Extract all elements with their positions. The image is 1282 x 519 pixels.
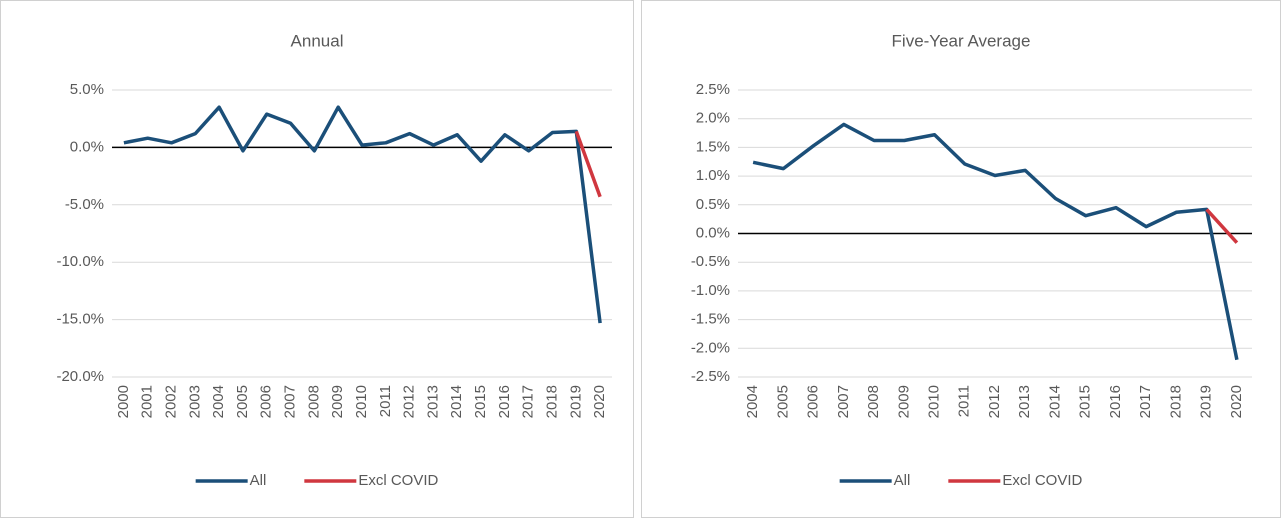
data-line: [752, 122, 1239, 361]
x-tick-label: 2002: [162, 385, 179, 418]
data-line: [123, 105, 602, 324]
legend: All Excl COVID: [839, 472, 1083, 489]
y-tick-label: -1.5%: [691, 311, 730, 328]
data-line: [574, 130, 602, 198]
y-tick-label: -5.0%: [65, 196, 104, 213]
x-tick-label: 2004: [210, 385, 227, 418]
x-tick-label: 2007: [282, 385, 299, 418]
x-tick-label: 2003: [186, 385, 203, 418]
legend-label: Excl COVID: [1002, 472, 1082, 489]
x-tick-label: 2011: [377, 385, 394, 417]
y-tick-label: -10.0%: [56, 253, 104, 270]
legend: All Excl COVID: [195, 472, 439, 489]
x-tick-label: 2015: [1077, 385, 1094, 418]
y-tick-label: 1.0%: [696, 167, 730, 184]
x-tick-label: 2012: [986, 385, 1003, 418]
y-tick-label: -20.0%: [56, 368, 104, 385]
x-tick-label: 2017: [1137, 385, 1154, 418]
x-tick-label: 2009: [329, 385, 346, 418]
y-tick-label: 0.0%: [696, 224, 730, 241]
x-tick-label: 2013: [1016, 385, 1033, 418]
x-tick-label: 2011: [956, 385, 973, 417]
chart: Five-Year Average -2.5% -2.0% -1.5% -1.0% -0.…: [691, 31, 1252, 489]
x-tick-label: 2012: [401, 385, 418, 418]
x-tick-label: 2018: [1167, 385, 1184, 418]
panel-border: [0, 0, 634, 518]
x-tick-label: 2019: [1198, 385, 1215, 418]
chart: Annual -20.0% -15.0% -10.0% -5.0% 0.0% 5.0% 200…: [56, 31, 612, 489]
y-tick-label: 5.0%: [70, 81, 104, 98]
x-tick-label: 2014: [1046, 385, 1063, 418]
x-tick-label: 2016: [1107, 385, 1124, 418]
x-tick-label: 2017: [520, 385, 537, 418]
y-tick-label: 2.0%: [696, 110, 730, 127]
x-tick-label: 2007: [835, 385, 852, 418]
x-tick-label: 2001: [139, 385, 156, 418]
legend-label: Excl COVID: [358, 472, 438, 489]
x-tick-label: 2016: [496, 385, 513, 418]
y-tick-label: -15.0%: [56, 311, 104, 328]
chart-title: Five-Year Average: [892, 31, 1031, 50]
legend-label: All: [250, 472, 267, 489]
y-tick-label: -2.5%: [691, 368, 730, 385]
x-tick-label: 2006: [805, 385, 822, 418]
x-tick-label: 2010: [925, 385, 942, 418]
chart-title: Annual: [291, 31, 344, 50]
x-tick-label: 2008: [305, 385, 322, 418]
x-tick-label: 2000: [115, 385, 132, 418]
x-tick-label: 2005: [234, 385, 251, 418]
y-tick-label: -2.0%: [691, 339, 730, 356]
x-tick-label: 2004: [744, 385, 761, 418]
x-tick-label: 2018: [543, 385, 560, 418]
x-tick-label: 2014: [448, 385, 465, 418]
legend-label: All: [894, 472, 911, 489]
x-tick-label: 2019: [567, 385, 584, 418]
y-tick-label: 1.5%: [696, 138, 730, 155]
x-tick-label: 2013: [424, 385, 441, 418]
x-tick-label: 2020: [1228, 385, 1245, 418]
x-tick-label: 2010: [353, 385, 370, 418]
x-tick-label: 2009: [895, 385, 912, 418]
x-tick-label: 2006: [258, 385, 275, 418]
y-tick-label: 0.0%: [70, 138, 104, 155]
x-tick-label: 2008: [865, 385, 882, 418]
y-tick-label: -1.0%: [691, 282, 730, 299]
y-tick-label: 0.5%: [696, 196, 730, 213]
data-line: [1205, 208, 1239, 244]
x-tick-label: 2015: [472, 385, 489, 418]
x-tick-label: 2005: [774, 385, 791, 418]
panel-border: [641, 0, 1281, 518]
y-tick-label: 2.5%: [696, 81, 730, 98]
y-tick-label: -0.5%: [691, 253, 730, 270]
x-tick-label: 2020: [591, 385, 608, 418]
